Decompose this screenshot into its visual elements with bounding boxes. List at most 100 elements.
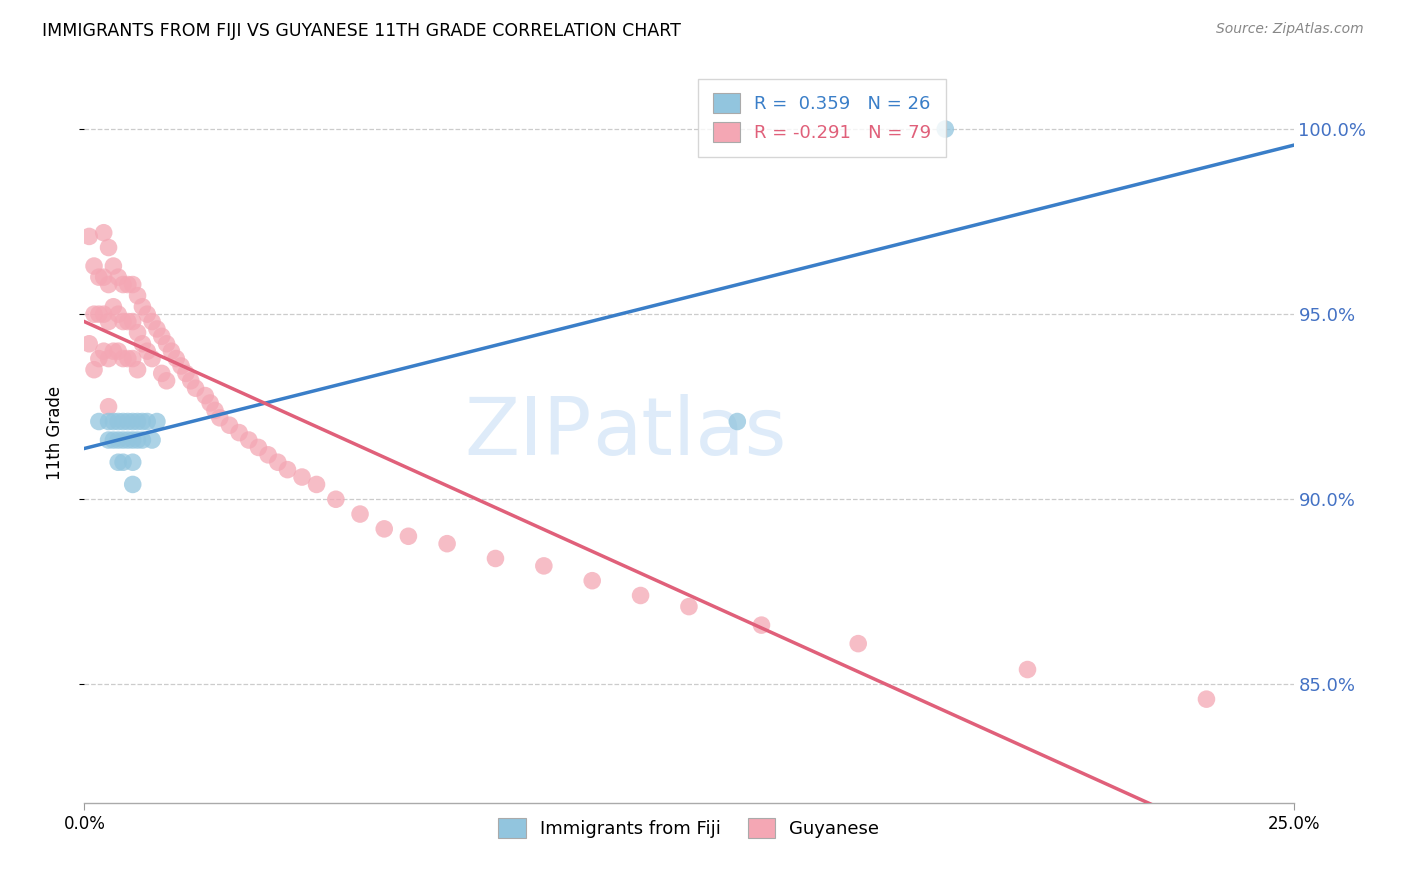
- Point: [93, 226, 115, 240]
- Point: [112, 315, 135, 329]
- Point: [247, 441, 270, 455]
- Point: [267, 455, 290, 469]
- Point: [107, 270, 129, 285]
- Text: ZIP: ZIP: [465, 393, 592, 472]
- Point: [117, 315, 139, 329]
- Y-axis label: 11th Grade: 11th Grade: [45, 385, 63, 480]
- Point: [112, 455, 135, 469]
- Point: [131, 300, 153, 314]
- Legend: Immigrants from Fiji, Guyanese: Immigrants from Fiji, Guyanese: [491, 811, 887, 846]
- Point: [93, 344, 115, 359]
- Point: [117, 415, 139, 429]
- Point: [136, 307, 159, 321]
- Point: [150, 367, 173, 381]
- Point: [396, 529, 419, 543]
- Point: [103, 344, 125, 359]
- Point: [121, 455, 143, 469]
- Point: [581, 574, 603, 588]
- Point: [112, 351, 135, 366]
- Point: [373, 522, 395, 536]
- Point: [180, 374, 202, 388]
- Point: [87, 351, 110, 366]
- Point: [127, 362, 149, 376]
- Point: [238, 433, 260, 447]
- Point: [228, 425, 250, 440]
- Point: [155, 374, 177, 388]
- Point: [121, 477, 143, 491]
- Point: [117, 433, 139, 447]
- Point: [83, 362, 105, 376]
- Point: [136, 344, 159, 359]
- Point: [107, 415, 129, 429]
- Point: [846, 637, 869, 651]
- Point: [204, 403, 226, 417]
- Point: [97, 433, 120, 447]
- Point: [112, 433, 135, 447]
- Text: IMMIGRANTS FROM FIJI VS GUYANESE 11TH GRADE CORRELATION CHART: IMMIGRANTS FROM FIJI VS GUYANESE 11TH GR…: [42, 22, 681, 40]
- Point: [533, 558, 555, 573]
- Point: [751, 618, 773, 632]
- Point: [87, 307, 110, 321]
- Point: [107, 344, 129, 359]
- Point: [121, 433, 143, 447]
- Point: [170, 359, 193, 373]
- Point: [349, 507, 371, 521]
- Point: [117, 351, 139, 366]
- Point: [276, 462, 298, 476]
- Point: [257, 448, 280, 462]
- Point: [305, 477, 328, 491]
- Point: [146, 322, 169, 336]
- Point: [325, 492, 347, 507]
- Point: [131, 433, 153, 447]
- Point: [218, 418, 240, 433]
- Point: [1017, 663, 1039, 677]
- Point: [103, 259, 125, 273]
- Point: [121, 315, 143, 329]
- Point: [112, 277, 135, 292]
- Point: [141, 315, 163, 329]
- Point: [77, 229, 100, 244]
- Point: [127, 288, 149, 302]
- Point: [1195, 692, 1218, 706]
- Point: [127, 326, 149, 340]
- Point: [103, 300, 125, 314]
- Point: [97, 400, 120, 414]
- Point: [127, 415, 149, 429]
- Point: [174, 367, 197, 381]
- Point: [291, 470, 314, 484]
- Point: [83, 259, 105, 273]
- Point: [436, 536, 458, 550]
- Point: [934, 122, 956, 136]
- Point: [97, 415, 120, 429]
- Point: [141, 433, 163, 447]
- Point: [77, 336, 100, 351]
- Point: [141, 351, 163, 366]
- Point: [678, 599, 700, 614]
- Point: [103, 433, 125, 447]
- Text: atlas: atlas: [592, 393, 786, 472]
- Point: [150, 329, 173, 343]
- Point: [103, 415, 125, 429]
- Point: [121, 277, 143, 292]
- Text: Source: ZipAtlas.com: Source: ZipAtlas.com: [1216, 22, 1364, 37]
- Point: [97, 241, 120, 255]
- Point: [198, 396, 221, 410]
- Point: [208, 410, 231, 425]
- Point: [93, 270, 115, 285]
- Point: [117, 277, 139, 292]
- Point: [87, 415, 110, 429]
- Point: [131, 415, 153, 429]
- Point: [83, 307, 105, 321]
- Point: [107, 307, 129, 321]
- Point: [107, 455, 129, 469]
- Point: [121, 415, 143, 429]
- Point: [107, 433, 129, 447]
- Point: [131, 336, 153, 351]
- Point: [97, 351, 120, 366]
- Point: [630, 589, 652, 603]
- Point: [97, 277, 120, 292]
- Point: [93, 307, 115, 321]
- Point: [146, 415, 169, 429]
- Point: [121, 351, 143, 366]
- Point: [184, 381, 207, 395]
